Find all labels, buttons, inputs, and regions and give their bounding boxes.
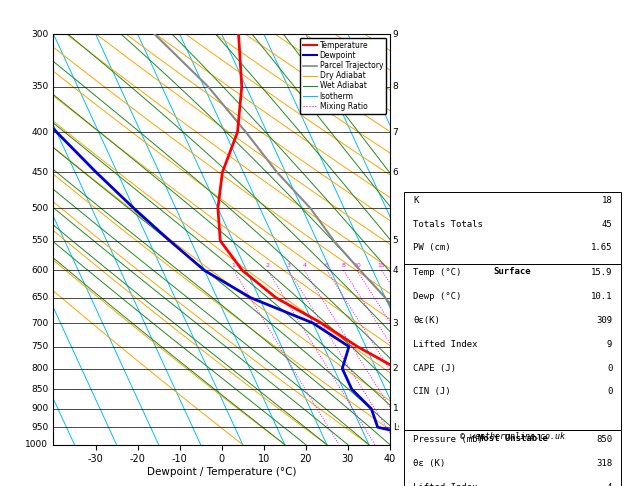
Text: 2: 2: [266, 263, 270, 268]
Text: 15: 15: [378, 263, 386, 268]
Text: 3: 3: [287, 263, 291, 268]
Text: 6: 6: [392, 168, 398, 177]
Text: 600: 600: [31, 266, 48, 275]
Text: 8: 8: [392, 82, 398, 91]
Text: 15.9: 15.9: [591, 268, 612, 278]
Text: 3: 3: [392, 318, 398, 328]
Text: 1.65: 1.65: [591, 243, 612, 252]
Text: 9: 9: [607, 340, 612, 349]
Text: Lifted Index: Lifted Index: [413, 483, 477, 486]
Text: Totals Totals: Totals Totals: [413, 220, 483, 228]
Text: 950: 950: [31, 423, 48, 432]
Text: 6: 6: [325, 263, 329, 268]
Text: © weatheronline.co.uk: © weatheronline.co.uk: [460, 432, 565, 441]
Text: Temp (°C): Temp (°C): [413, 268, 462, 278]
Text: 10.1: 10.1: [591, 292, 612, 301]
Text: 900: 900: [31, 404, 48, 413]
Text: PW (cm): PW (cm): [413, 243, 450, 252]
Text: 4: 4: [303, 263, 306, 268]
Text: 45: 45: [601, 220, 612, 228]
Text: Most Unstable: Most Unstable: [477, 434, 548, 443]
Text: Surface: Surface: [494, 267, 532, 276]
Text: LCL: LCL: [392, 423, 409, 432]
Text: 318: 318: [596, 459, 612, 468]
Bar: [404, 263, 621, 430]
Text: 1: 1: [392, 404, 398, 413]
Text: 300: 300: [31, 30, 48, 38]
Text: 18: 18: [601, 196, 612, 205]
Text: 0: 0: [607, 364, 612, 373]
Text: 500: 500: [31, 204, 48, 213]
Text: 8: 8: [342, 263, 345, 268]
Text: Lifted Index: Lifted Index: [413, 340, 477, 349]
Text: θε (K): θε (K): [413, 459, 445, 468]
Text: Pressure (mb): Pressure (mb): [413, 435, 483, 444]
Text: 4: 4: [392, 266, 398, 275]
Text: 650: 650: [31, 293, 48, 302]
Text: CIN (J): CIN (J): [413, 387, 450, 397]
Text: 0: 0: [607, 387, 612, 397]
Text: 750: 750: [31, 342, 48, 351]
Text: 700: 700: [31, 318, 48, 328]
Text: 450: 450: [31, 168, 48, 177]
Text: K: K: [413, 196, 418, 205]
Text: 350: 350: [31, 82, 48, 91]
Text: 850: 850: [596, 435, 612, 444]
Text: 2: 2: [392, 364, 398, 373]
Text: 800: 800: [31, 364, 48, 373]
Text: Dewp (°C): Dewp (°C): [413, 292, 462, 301]
Text: 5: 5: [392, 236, 398, 245]
Text: 7: 7: [392, 128, 398, 137]
Text: 10: 10: [353, 263, 361, 268]
Text: θε(K): θε(K): [413, 316, 440, 325]
Text: 550: 550: [31, 236, 48, 245]
Legend: Temperature, Dewpoint, Parcel Trajectory, Dry Adiabat, Wet Adiabat, Isotherm, Mi: Temperature, Dewpoint, Parcel Trajectory…: [300, 38, 386, 114]
Bar: [404, 430, 621, 486]
Text: Mixing Ratio (g/kg): Mixing Ratio (g/kg): [404, 200, 413, 279]
Text: CAPE (J): CAPE (J): [413, 364, 456, 373]
Text: 400: 400: [31, 128, 48, 137]
Text: 4: 4: [607, 483, 612, 486]
Bar: [404, 192, 621, 263]
Text: 850: 850: [31, 385, 48, 394]
X-axis label: Dewpoint / Temperature (°C): Dewpoint / Temperature (°C): [147, 467, 296, 477]
Text: 9: 9: [392, 30, 398, 38]
Text: 1000: 1000: [25, 440, 48, 449]
Text: 1: 1: [232, 263, 236, 268]
Text: 309: 309: [596, 316, 612, 325]
